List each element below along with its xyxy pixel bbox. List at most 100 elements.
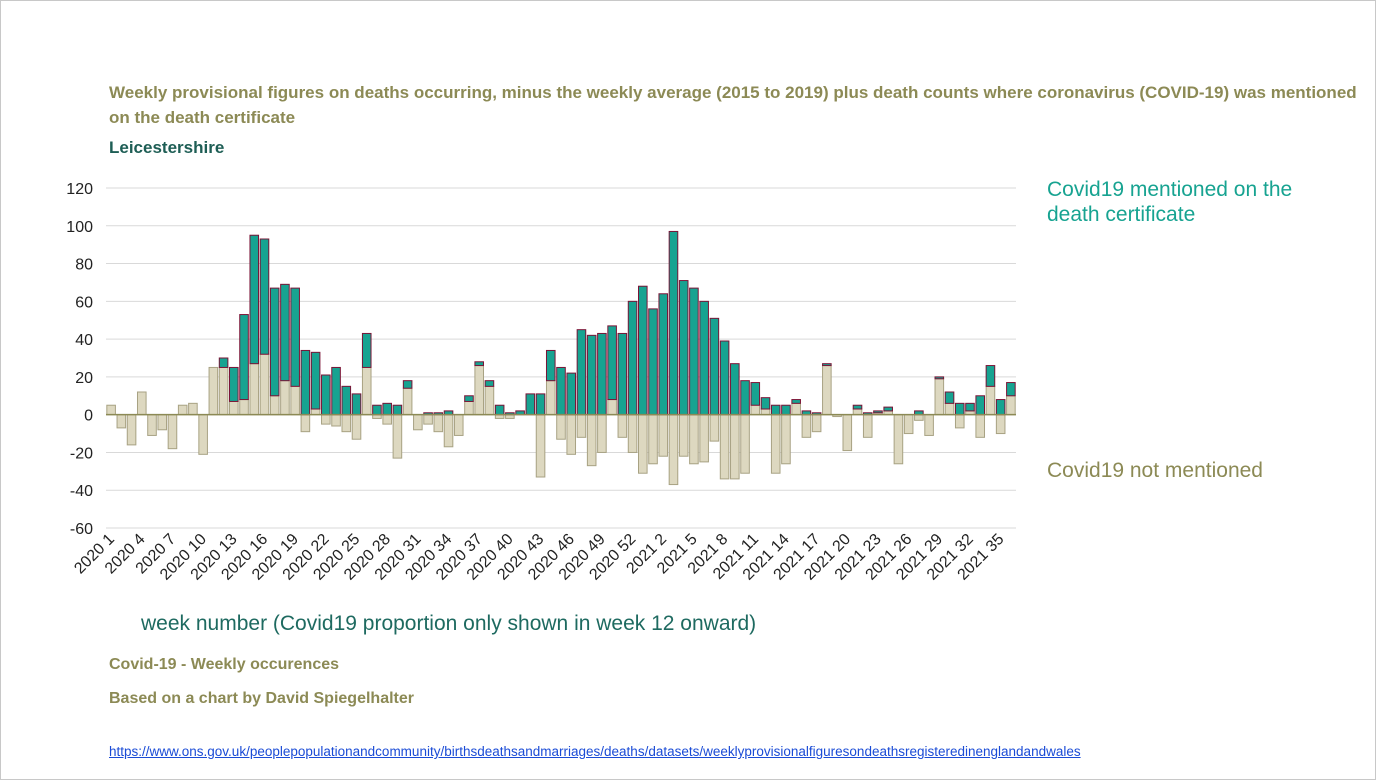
bar [985,365,996,387]
bar [638,285,648,416]
bar [638,414,648,474]
x-axis-title: week number (Covid19 proportion only sho… [141,612,757,635]
bar [464,400,474,416]
bar [269,287,280,397]
bar [658,293,669,416]
bar [730,363,740,416]
bar [617,414,628,438]
bar [300,349,311,416]
bar [893,414,904,465]
bar [484,385,495,416]
bar [668,230,679,416]
bar [249,234,260,365]
bar [740,414,750,474]
bar [392,414,403,459]
bar [852,404,863,410]
bar [382,414,392,425]
bar [995,414,1006,435]
bar [331,366,341,416]
bar [852,408,863,416]
bar [280,283,290,382]
bar [719,340,730,416]
bar [218,366,229,416]
bar [1006,382,1016,397]
bar [177,404,188,416]
bar [689,414,699,465]
bar [770,414,781,474]
bar [136,391,147,416]
bar [218,357,229,368]
legend-label: Covid19 mentioned on the death certifica… [1047,178,1293,226]
bar [954,402,965,416]
bar [351,414,362,440]
bar [975,395,986,416]
bar [341,414,352,433]
bar [995,399,1006,416]
bar [126,414,137,446]
bar [259,238,270,355]
bar [822,365,832,416]
y-tick-label: 20 [75,370,93,387]
bar [443,414,454,448]
legend-label: Covid19 not mentioned [1047,459,1263,482]
source-link[interactable]: https://www.ons.gov.uk/peoplepopulationa… [109,744,1081,759]
bar [689,287,699,416]
bar [566,372,577,416]
bar [229,366,239,402]
bar [382,402,392,416]
bar [413,414,423,431]
bar [239,314,249,401]
bar [321,414,331,425]
bar [811,414,822,433]
chart-subtitle: Leicestershire [109,138,225,157]
bar [198,414,208,455]
bar [566,414,577,455]
bar [597,332,607,416]
bar [392,404,403,416]
bar [188,402,198,416]
bar [300,414,311,433]
y-tick-label: 0 [84,408,93,425]
bar [576,414,587,438]
bar [954,414,965,429]
bar [269,395,280,416]
bar [402,380,413,389]
bar [985,385,996,416]
bar [556,414,566,440]
bar [709,317,720,416]
bar [310,351,321,410]
y-tick-label: 80 [75,257,93,274]
bar [750,404,761,416]
bar [402,387,413,416]
y-tick-label: 120 [66,181,93,198]
chart-title: Weekly provisional figures on deaths occ… [109,83,1357,127]
bar [617,332,628,416]
bar [914,414,924,421]
bar [290,287,300,387]
bar [1006,395,1016,416]
bar [545,349,556,382]
y-tick-label: 40 [75,332,93,349]
bar [474,365,484,416]
bar [525,393,536,416]
bar [167,414,178,450]
bar [883,406,893,412]
bar [944,402,955,416]
bar [699,300,709,416]
bar [903,414,914,435]
bar [607,325,617,401]
bar [709,414,720,442]
bar [862,414,873,438]
bar [106,404,116,416]
bar [361,366,372,416]
bar [740,380,750,416]
bar [494,404,505,416]
bar [453,414,464,436]
bar [627,300,638,416]
bar [280,380,290,416]
bar [331,414,341,427]
bar [678,280,689,416]
bar [249,363,260,416]
bar [586,334,597,416]
